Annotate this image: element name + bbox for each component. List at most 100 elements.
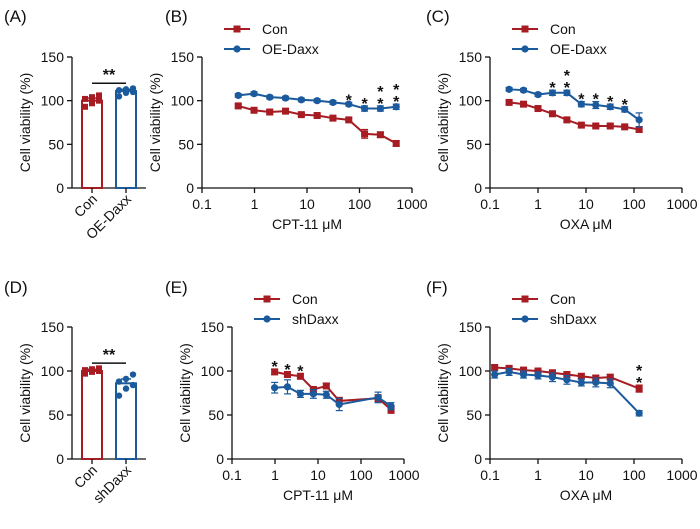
data-point xyxy=(592,378,600,387)
y-tick-label: 0 xyxy=(474,451,482,467)
significance-marker: * xyxy=(564,80,571,97)
series-line xyxy=(494,370,640,414)
legend-marker xyxy=(233,25,241,33)
data-point xyxy=(635,409,643,417)
data-point xyxy=(296,390,305,398)
y-tick-label: 100 xyxy=(41,93,65,109)
series-oe-daxx xyxy=(234,90,400,113)
data-point xyxy=(376,104,384,113)
legend-label: Con xyxy=(292,291,318,307)
data-point xyxy=(592,122,600,130)
data-point xyxy=(534,90,542,99)
x-tick-label: 1000 xyxy=(388,467,419,483)
legend-label: OE-Daxx xyxy=(550,41,607,57)
significance-marker: * xyxy=(297,364,304,381)
significance-marker: * xyxy=(622,97,629,114)
data-point xyxy=(635,116,643,124)
data-point xyxy=(266,93,274,101)
significance-marker: ** xyxy=(103,67,116,84)
data-point xyxy=(361,130,369,138)
data-point xyxy=(329,98,337,107)
y-tick-label: 50 xyxy=(48,407,64,423)
data-point xyxy=(89,366,95,373)
significance-marker: * xyxy=(377,96,384,113)
bar xyxy=(81,99,103,189)
data-point xyxy=(520,366,528,374)
x-axis-label: CPT-11 μM xyxy=(272,216,342,232)
y-tick-label: 50 xyxy=(208,407,224,423)
y-tick-label: 50 xyxy=(466,407,482,423)
data-point xyxy=(96,365,102,372)
x-axis-label: OXA μM xyxy=(560,487,612,503)
data-point xyxy=(519,370,528,379)
data-point xyxy=(387,402,395,410)
data-point xyxy=(322,382,330,390)
x-tick-label: Con xyxy=(71,462,100,491)
data-point xyxy=(374,393,382,401)
data-point xyxy=(122,385,130,392)
data-point xyxy=(82,103,88,110)
data-point xyxy=(563,116,571,124)
y-tick-label: 0 xyxy=(216,451,224,467)
significance-marker: * xyxy=(393,94,400,111)
data-point xyxy=(505,98,513,106)
y-tick-label: 150 xyxy=(459,49,483,65)
data-point xyxy=(534,367,542,375)
series-con xyxy=(505,98,643,133)
bar xyxy=(81,370,103,460)
y-tick-label: 100 xyxy=(201,363,225,379)
data-point xyxy=(309,390,317,398)
data-point xyxy=(548,373,557,381)
x-tick-label: 10 xyxy=(578,467,594,483)
data-point xyxy=(392,139,400,147)
x-tick-label: 1000 xyxy=(666,196,697,212)
data-point xyxy=(283,383,292,391)
panel-label: (C) xyxy=(426,7,450,26)
legend-marker xyxy=(521,45,529,53)
data-point xyxy=(281,94,290,102)
y-tick-label: 100 xyxy=(41,363,65,379)
y-axis-label: Cell viability (%) xyxy=(17,343,33,443)
series-line xyxy=(509,88,640,121)
data-point xyxy=(234,102,242,110)
bar xyxy=(115,90,137,189)
data-point xyxy=(621,123,629,131)
data-point xyxy=(96,97,102,104)
data-point xyxy=(621,105,629,113)
y-tick-label: 50 xyxy=(466,136,482,152)
legend-label: shDaxx xyxy=(292,311,339,327)
significance-marker: ** xyxy=(103,347,116,364)
data-point xyxy=(250,90,258,98)
data-point xyxy=(296,372,304,380)
data-point xyxy=(505,85,513,93)
data-point xyxy=(577,378,585,387)
data-point xyxy=(297,111,305,119)
panel-e: (E) 0 50 100 150 Cell viability (%) 0.1 1 10 100 1… xyxy=(165,278,420,503)
data-point xyxy=(122,375,130,383)
x-tick-label: 10 xyxy=(578,196,594,212)
data-point xyxy=(297,96,305,104)
data-point xyxy=(115,378,123,385)
y-axis-label: Cell viability (%) xyxy=(17,73,33,173)
data-point xyxy=(345,100,353,108)
panel-label: (D) xyxy=(4,278,28,297)
significance-marker: * xyxy=(636,375,643,392)
significance-marker: * xyxy=(284,362,291,379)
data-point xyxy=(577,100,585,108)
data-point xyxy=(322,391,330,399)
data-point xyxy=(82,370,88,377)
legend-label: OE-Daxx xyxy=(262,41,319,57)
significance-marker: * xyxy=(377,84,384,101)
data-point xyxy=(519,86,528,94)
significance-marker: * xyxy=(393,82,400,99)
x-tick-label: 10 xyxy=(299,196,315,212)
data-point xyxy=(376,131,384,139)
data-point xyxy=(283,371,291,379)
y-tick-label: 150 xyxy=(41,319,65,335)
data-point xyxy=(606,122,614,130)
legend-marker xyxy=(263,315,271,323)
legend-label: shDaxx xyxy=(550,311,597,327)
y-tick-label: 100 xyxy=(459,93,483,109)
data-point xyxy=(129,85,137,92)
